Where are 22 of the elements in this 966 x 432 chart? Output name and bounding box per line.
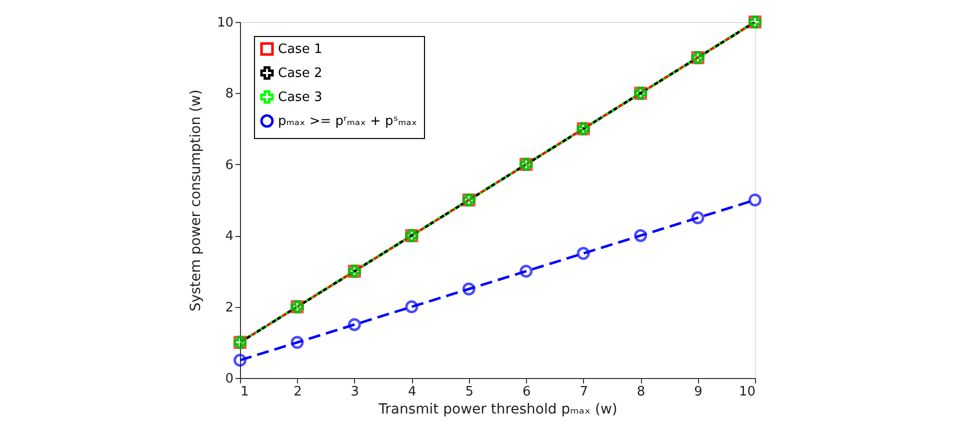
- legend-label: Case 2: [278, 66, 322, 81]
- x-tick-label: 10: [738, 384, 756, 400]
- legend-label: pₘₐₓ >= pʳₘₐₓ + pˢₘₐₓ: [278, 114, 418, 129]
- x-axis-title: Transmit power threshold pₘₐₓ (w): [378, 402, 618, 418]
- x-tick-label: 4: [408, 384, 416, 400]
- y-tick-label: 8: [225, 86, 234, 102]
- x-tick-label: 6: [522, 384, 531, 400]
- y-tick-label: 2: [225, 300, 234, 316]
- x-tick-label: 3: [350, 384, 360, 400]
- legend-label: Case 1: [278, 42, 322, 57]
- y-axis-title: System power consumption (w): [188, 90, 204, 312]
- legend-label: Case 3: [278, 90, 322, 105]
- x-tick-label: 1: [240, 384, 249, 400]
- y-tick-label: 6: [225, 158, 234, 173]
- x-tick-label: 5: [465, 384, 474, 400]
- x-tick-label: 7: [580, 384, 588, 400]
- x-tick-label: 2: [294, 384, 302, 400]
- x-tick-label: 9: [694, 384, 702, 400]
- y-tick-label: 10: [216, 16, 234, 30]
- x-tick-label: 8: [636, 384, 646, 400]
- y-tick-label: 4: [225, 229, 234, 244]
- y-tick-label: 0: [225, 372, 234, 386]
